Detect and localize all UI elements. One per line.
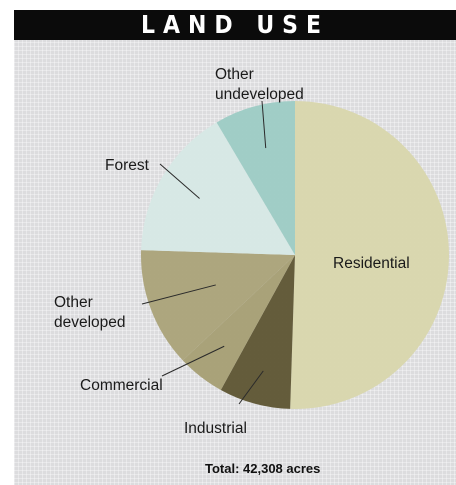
leader-line-other-developed — [141, 284, 216, 305]
slice-other-developed — [141, 250, 295, 361]
slice-forest — [141, 122, 295, 255]
label-other-undeveloped-line1: Other — [215, 66, 254, 83]
pie-slices — [141, 101, 449, 409]
total-text: Total: 42,308 acres — [205, 461, 320, 476]
slice-other-undeveloped — [216, 101, 295, 255]
leader-line-forest — [159, 163, 200, 199]
label-other-developed-line1: Other — [54, 294, 93, 311]
pie-chart: Residential Industrial Commercial Other … — [54, 66, 449, 476]
label-forest: Forest — [105, 157, 150, 174]
leader-line-other-undeveloped — [261, 100, 267, 149]
label-residential: Residential — [333, 255, 410, 272]
label-other-developed-line2: developed — [54, 314, 126, 331]
slice-commercial — [182, 255, 295, 390]
land-use-figure: LAND USE Residential Industrial Commerci… — [14, 10, 456, 485]
slice-residential — [290, 101, 449, 409]
chart-title: LAND USE — [140, 10, 330, 40]
leader-lines — [141, 100, 267, 405]
label-other-undeveloped-line2: undeveloped — [215, 86, 304, 103]
leader-line-industrial — [238, 370, 264, 405]
label-commercial: Commercial — [80, 377, 163, 394]
slice-industrial — [220, 255, 295, 409]
label-industrial: Industrial — [184, 420, 247, 437]
leader-line-commercial — [161, 345, 225, 377]
title-bar: LAND USE — [14, 10, 456, 40]
